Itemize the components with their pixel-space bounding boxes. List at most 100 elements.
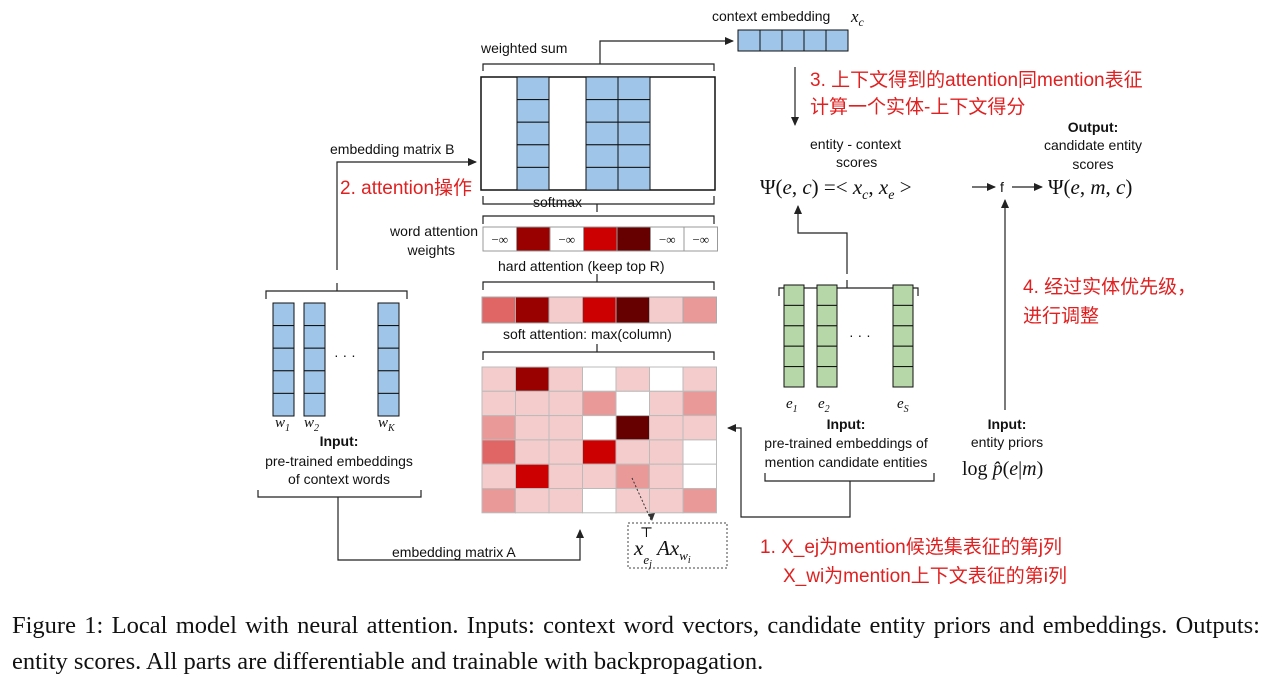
candidate-entity-vector	[816, 284, 838, 388]
annotation-1-line-2: X_wi为mention上下文表征的第i列	[783, 565, 1067, 587]
attention-matrix-cell	[582, 463, 617, 490]
annotation-2: 2. attention操作	[340, 177, 472, 199]
weighted-sum-brace	[482, 63, 715, 71]
weighted-sum-column	[585, 76, 619, 191]
entities-top-brace	[778, 280, 919, 296]
output-line-1: candidate entity	[1044, 137, 1142, 153]
soft-attention-row	[481, 296, 717, 324]
attention-matrix-cell	[582, 366, 617, 392]
entity-context-score-formula: Ψ(e, c) =< xc, xe >	[760, 175, 912, 203]
attention-matrix-cell	[582, 439, 617, 465]
attention-matrix-cell	[515, 488, 550, 514]
annotation-1-line-1: 1. X_ej为mention候选集表征的第j列	[760, 536, 1062, 558]
soft-attention-brace	[482, 344, 715, 360]
input-priors-line-1: entity priors	[971, 434, 1043, 450]
soft-attention-cell	[615, 296, 650, 324]
attention-matrix-cell	[682, 415, 717, 441]
entity-label-e2: e2	[818, 396, 830, 415]
neg-inf-label: −∞	[692, 232, 709, 247]
soft-attention-label: soft attention: max(column)	[503, 326, 672, 342]
matrix-entry-formula: xej⊤Axwi	[633, 526, 691, 570]
word-weight-cell	[616, 226, 651, 252]
attention-matrix-cell	[515, 439, 550, 465]
attention-matrix-cell	[682, 390, 717, 417]
candidate-entity-vectors	[783, 284, 914, 388]
input-priors-title: Input:	[988, 416, 1027, 432]
attention-matrix-cell	[615, 463, 650, 490]
attention-matrix-cell	[481, 463, 516, 490]
context-embedding-label: context embedding	[712, 8, 830, 24]
attention-matrix-cell	[548, 366, 583, 392]
attention-matrix-cell	[615, 415, 650, 441]
attention-matrix-cell	[548, 463, 583, 490]
neg-inf-label: −∞	[558, 232, 575, 247]
entity-dots: · · ·	[849, 327, 871, 343]
context-word-vector	[272, 302, 295, 417]
context-embedding-symbol: xc	[850, 7, 865, 29]
attention-matrix-cell	[649, 366, 684, 392]
hard-attention-brace	[482, 274, 715, 290]
attention-matrix-cell	[481, 390, 516, 417]
annotation-3-line-2: 计算一个实体-上下文得分	[810, 96, 1025, 118]
word-attention-brace	[482, 215, 715, 224]
context-words-top-brace	[265, 283, 408, 299]
figure-caption: Figure 1: Local model with neural attent…	[12, 612, 1260, 675]
input-words-title: Input:	[320, 433, 359, 449]
entity-context-label-1: entity - context	[810, 136, 901, 152]
word-weight-cell	[516, 226, 551, 252]
input-entities-line-1: pre-trained embeddings of	[764, 435, 928, 451]
word-weight-cell	[549, 226, 584, 252]
formula-box	[627, 522, 728, 569]
output-line-2: scores	[1072, 156, 1113, 172]
attention-matrix-cell	[615, 390, 650, 417]
attention-matrix-cell	[481, 439, 516, 465]
annotation-4-line-2: 进行调整	[1023, 305, 1099, 327]
neg-inf-label: −∞	[659, 232, 676, 247]
word-dots: · · ·	[334, 347, 356, 363]
hard-attention-label: hard attention (keep top R)	[498, 258, 665, 274]
word-weight-cell	[683, 226, 718, 252]
entity-label-e1: e1	[786, 396, 798, 415]
attention-matrix	[481, 366, 717, 514]
input-words-line-1: pre-trained embeddings	[265, 453, 413, 469]
input-words-line-2: of context words	[288, 471, 390, 487]
context-word-vectors	[272, 302, 400, 417]
attention-matrix-cell	[582, 390, 617, 417]
embedding-matrix-b-arrow	[336, 158, 477, 270]
word-weight-cell	[583, 226, 618, 252]
attention-matrix-cell	[582, 415, 617, 441]
soft-attention-cell	[682, 296, 717, 324]
attention-matrix-cell	[649, 415, 684, 441]
attention-matrix-cell	[682, 463, 717, 490]
soft-attention-cell	[481, 296, 516, 324]
entities-bottom-brace	[764, 473, 935, 489]
candidate-entity-vector	[783, 284, 805, 388]
attention-matrix-cell	[649, 488, 684, 514]
soft-attention-cell	[548, 296, 583, 324]
attention-matrix-cell	[682, 439, 717, 465]
soft-attention-cell	[515, 296, 550, 324]
candidate-entity-vector	[892, 284, 914, 388]
attention-matrix-cell	[615, 366, 650, 392]
attention-matrix-cell	[615, 439, 650, 465]
embedding-matrix-a-label: embedding matrix A	[392, 544, 516, 560]
annotation-4-line-1: 4. 经过实体优先级，	[1023, 276, 1196, 298]
word-label-wk: wK	[378, 415, 396, 434]
input-entities-line-2: mention candidate entities	[765, 454, 928, 470]
attention-matrix-cell	[548, 415, 583, 441]
attention-matrix-cell	[515, 463, 550, 490]
context-words-bottom-brace	[257, 490, 422, 504]
soft-attention-cell	[649, 296, 684, 324]
attention-matrix-cell	[649, 439, 684, 465]
softmax-brace	[482, 196, 715, 212]
word-attention-label-2: weights	[407, 242, 455, 258]
entity-context-label-2: scores	[836, 154, 877, 170]
attention-matrix-cell	[548, 488, 583, 514]
input-entities-title: Input:	[827, 416, 866, 432]
attention-matrix-cell	[548, 390, 583, 417]
entities-to-score-arrow	[794, 205, 848, 274]
context-embedding-vector	[737, 29, 849, 52]
embedding-matrix-b-label: embedding matrix B	[330, 141, 455, 157]
word-label-w2: w2	[304, 415, 319, 434]
